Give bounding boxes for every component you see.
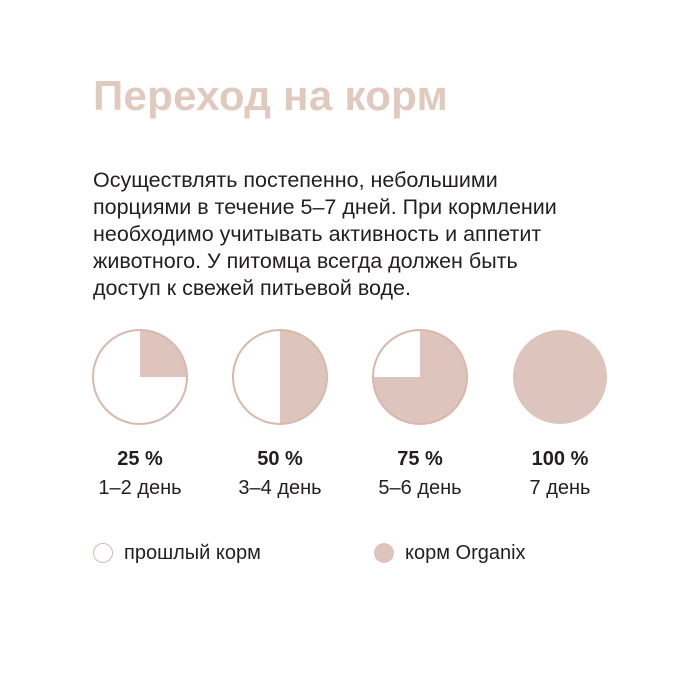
new-food-slice [140,330,187,377]
pie-chart [372,329,468,425]
new-food-swatch-icon [374,543,394,563]
new-food-slice [373,330,467,424]
stage-percent: 100 % [531,448,589,470]
stage-label-1: 25 % 1–2 день [80,445,200,503]
pie-outline [232,329,328,425]
pie-stage-1 [91,328,189,426]
stage-days: 5–6 день [378,477,462,499]
pie-stage-4 [511,328,609,426]
transition-pie-row [91,328,611,428]
legend-label: прошлый корм [124,541,261,564]
new-food-slice [513,330,607,424]
stage-label-2: 50 % 3–4 день [220,445,340,503]
pie-stage-3 [371,328,469,426]
pie-outline [372,329,468,425]
pie-chart [232,329,328,425]
old-food-swatch-icon [93,543,113,563]
description-line: порциями в течение 5–7 дней. При кормлен… [93,195,557,219]
pie-chart [513,330,607,424]
stage-percent: 50 % [257,448,303,470]
stage-days: 7 день [529,477,591,499]
description-line: животного. У питомца всегда должен быть [93,249,518,273]
stage-percent: 75 % [397,448,443,470]
description-line: доступ к свежей питьевой воде. [93,276,411,300]
legend-old-food: прошлый корм [93,540,261,566]
page-title: Переход на корм [93,72,448,119]
description-line: необходимо учитывать активность и аппети… [93,222,542,246]
pie-chart [92,329,188,425]
legend-label: корм Organix [405,541,526,564]
stage-percent: 25 % [117,448,163,470]
pie-outline [92,329,188,425]
transition-description: Осуществлять постепенно, небольшими порц… [93,167,633,302]
description-line: Осуществлять постепенно, небольшими [93,168,498,192]
stage-label-4: 100 % 7 день [500,445,620,503]
new-food-slice [280,330,327,424]
pie-stage-2 [231,328,329,426]
stage-days: 1–2 день [98,477,182,499]
legend-new-food: корм Organix [374,540,526,566]
stage-days: 3–4 день [238,477,322,499]
stage-label-3: 75 % 5–6 день [360,445,480,503]
